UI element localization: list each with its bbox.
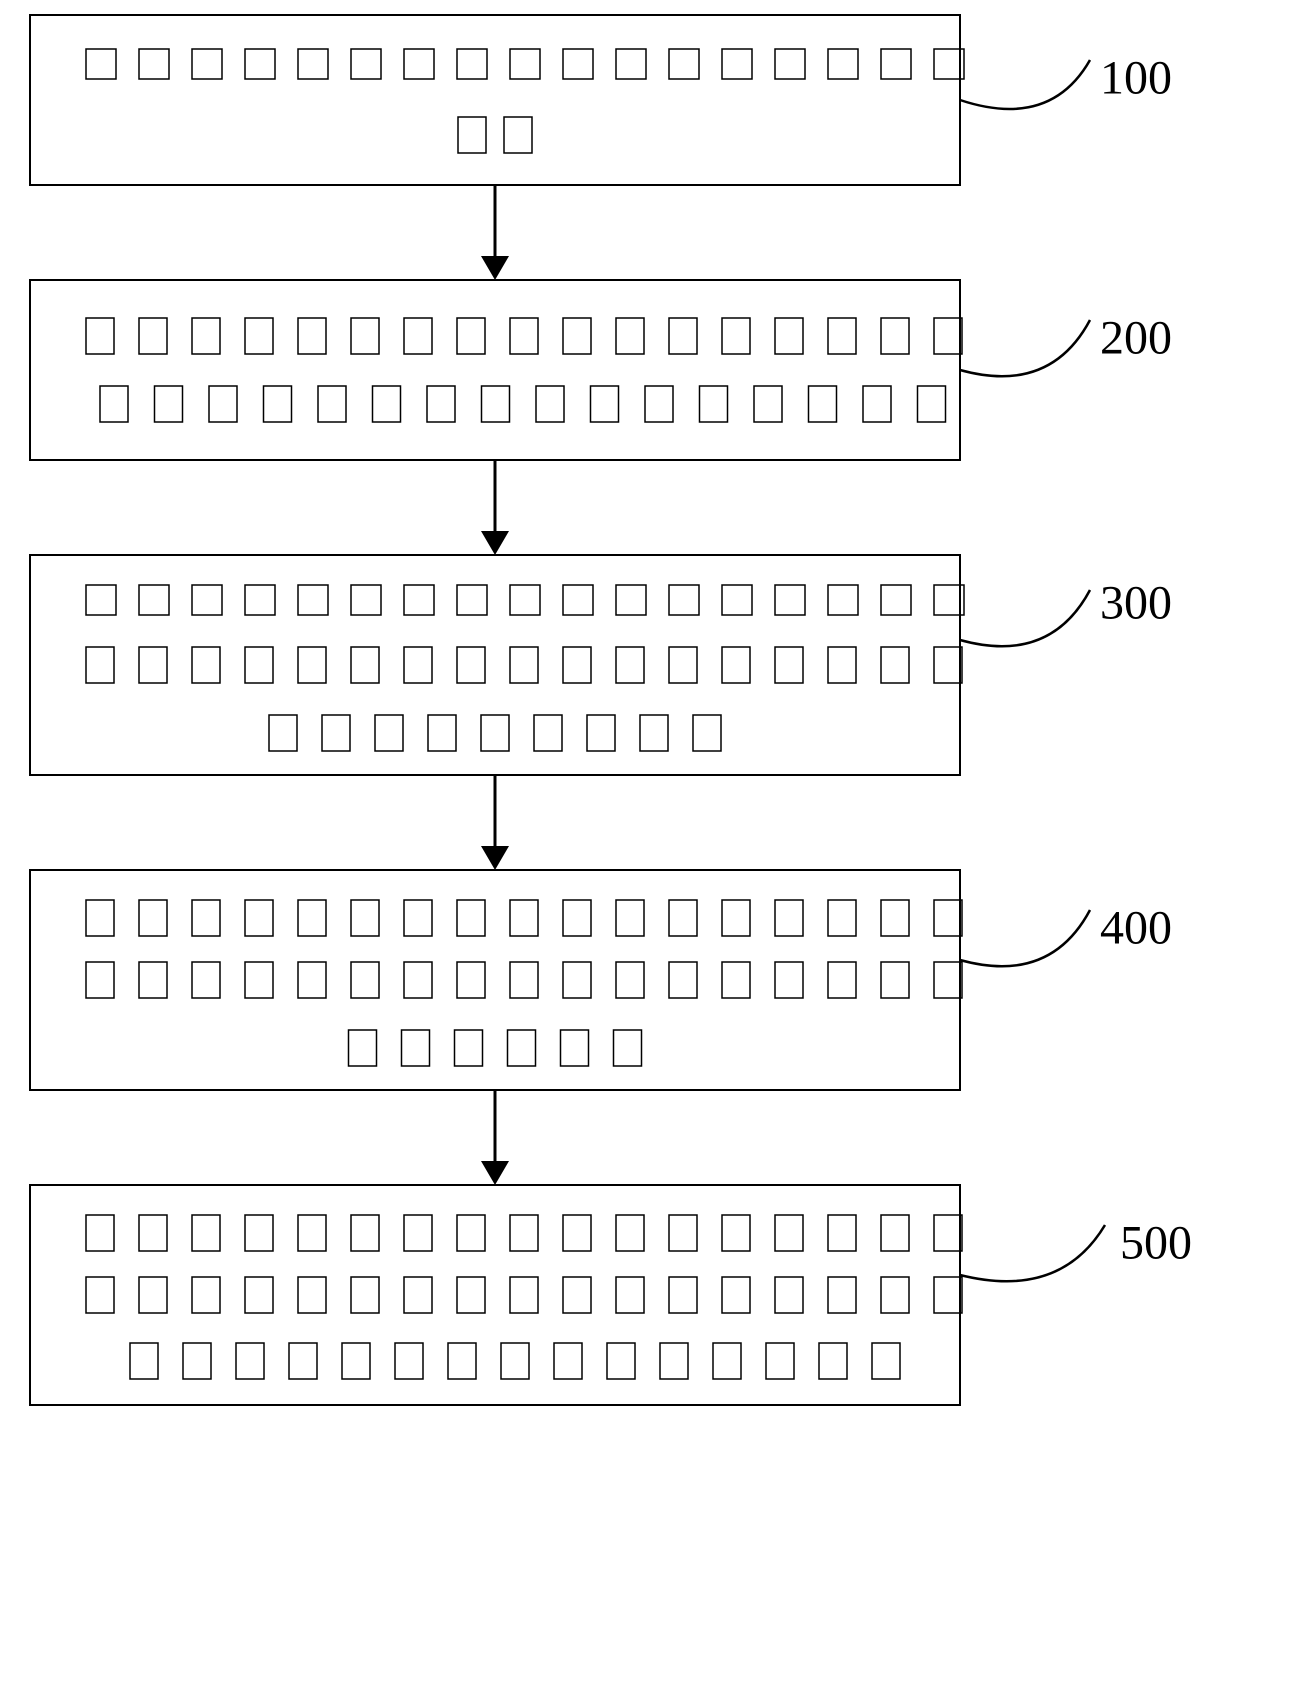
step-label-100: 100 — [1100, 52, 1172, 105]
step-label-400: 400 — [1100, 902, 1172, 955]
step-label-200: 200 — [1100, 312, 1172, 365]
flowchart-canvas: 100 200 300 400 500 — [0, 0, 1289, 1682]
step-label-300: 300 — [1100, 577, 1172, 630]
step-label-500: 500 — [1120, 1217, 1192, 1270]
